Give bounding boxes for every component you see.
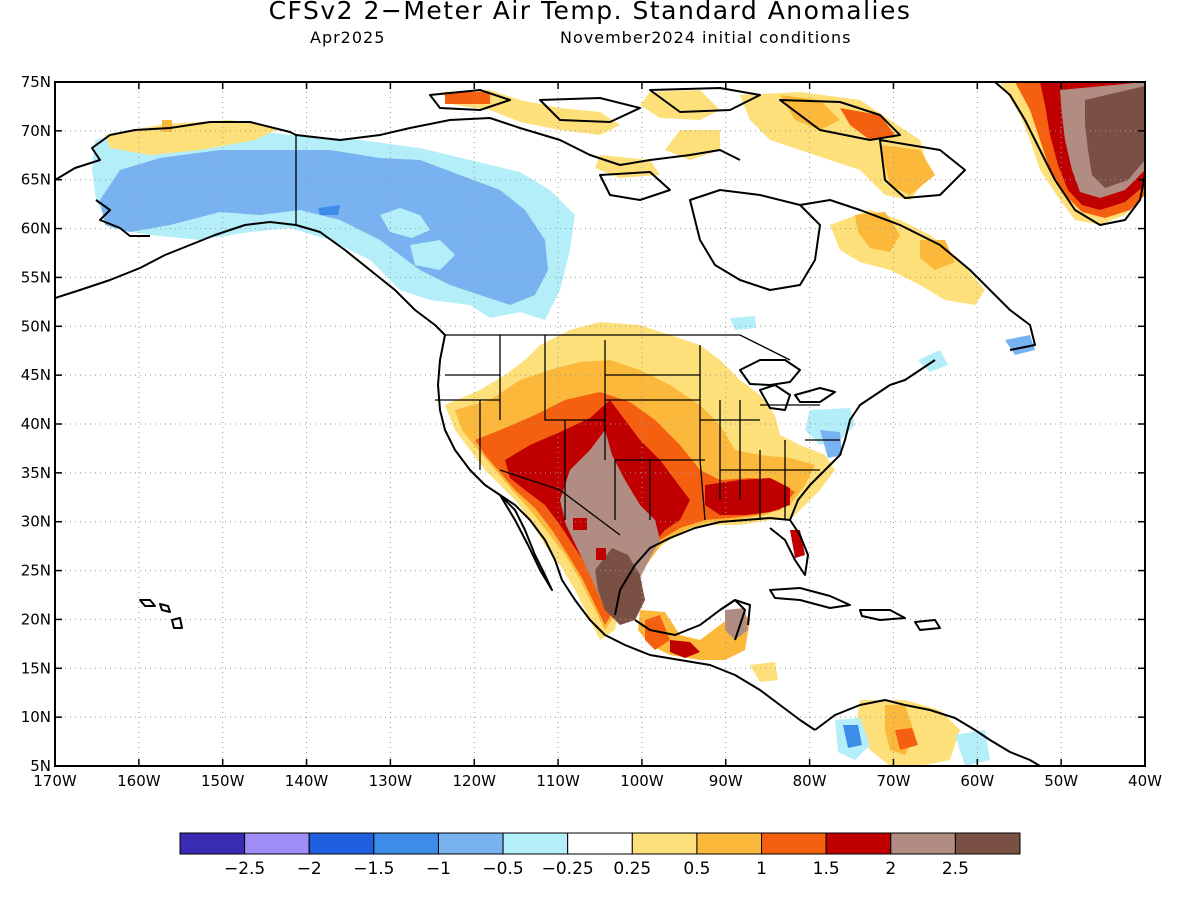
lon-tick-label: 90W xyxy=(709,772,743,790)
colorbar-swatch xyxy=(825,832,892,855)
lat-tick-label: 30N xyxy=(21,513,51,531)
map-title: CFSv2 2−Meter Air Temp. Standard Anomali… xyxy=(268,0,912,25)
lon-tick-label: 40W xyxy=(1128,772,1162,790)
lon-tick-label: 100W xyxy=(620,772,664,790)
colorbar-labels: −2.5 −2 −1.5 −1 −0.5 −0.25 0.25 0.5 1 1.5 2 2.5 xyxy=(224,859,969,879)
colorbar-label: 1.5 xyxy=(813,859,840,879)
anomaly-fields xyxy=(92,82,1145,766)
colorbar-swatch xyxy=(696,832,763,855)
lat-tick-label: 45N xyxy=(21,366,51,384)
colorbar-label: −0.25 xyxy=(542,859,594,879)
forecast-month: Apr2025 xyxy=(310,28,386,47)
lon-tick-label: 130W xyxy=(369,772,413,790)
colorbar-swatch xyxy=(761,832,827,855)
lat-tick-label: 50N xyxy=(21,317,51,335)
colorbar-label: 0.5 xyxy=(683,859,710,879)
lon-tick-label: 120W xyxy=(452,772,496,790)
graticule xyxy=(55,82,1145,766)
colorbar-swatch xyxy=(373,832,439,855)
initial-conditions: November2024 initial conditions xyxy=(560,28,852,47)
colorbar xyxy=(179,832,1021,855)
lat-tick-label: 5N xyxy=(30,757,51,775)
lat-tick-label: 75N xyxy=(21,73,51,91)
lat-tick-label: 40N xyxy=(21,415,51,433)
lat-tick-label: 35N xyxy=(21,464,51,482)
lon-tick-label: 150W xyxy=(201,772,245,790)
lon-tick-label: 70W xyxy=(877,772,911,790)
lat-tick-label: 65N xyxy=(21,171,51,189)
map-plot-area xyxy=(55,82,1145,766)
longitude-labels: 170W 160W 150W 140W 130W 120W 110W 100W 90W 80W 70… xyxy=(33,772,1162,790)
lon-tick-label: 170W xyxy=(33,772,77,790)
colorbar-swatch xyxy=(631,832,698,855)
colorbar-label: 2.5 xyxy=(942,859,969,879)
colorbar-label: 2 xyxy=(885,859,896,879)
lat-tick-label: 10N xyxy=(21,708,51,726)
colorbar-swatch xyxy=(890,832,956,855)
lon-tick-label: 60W xyxy=(960,772,994,790)
lat-tick-label: 55N xyxy=(21,268,51,286)
lat-tick-label: 60N xyxy=(21,220,51,238)
colorbar-label: −2 xyxy=(297,859,322,879)
colorbar-swatch xyxy=(502,832,569,855)
lat-tick-label: 15N xyxy=(21,659,51,677)
axis-ticks xyxy=(54,81,1146,767)
lon-tick-label: 160W xyxy=(117,772,161,790)
colorbar-label: 1 xyxy=(756,859,767,879)
lat-tick-label: 25N xyxy=(21,562,51,580)
colorbar-swatch xyxy=(179,832,246,855)
colorbar-swatch xyxy=(567,832,633,855)
colorbar-swatch xyxy=(308,832,375,855)
colorbar-label: −0.5 xyxy=(482,859,523,879)
colorbar-swatch xyxy=(437,832,504,855)
latitude-labels: 75N 70N 65N 60N 55N 50N 45N 40N 35N 30N 25N 20N 15N 1… xyxy=(21,73,51,775)
colorbar-label: −1.5 xyxy=(353,859,394,879)
colorbar-label: −1 xyxy=(426,859,451,879)
colorbar-label: 0.25 xyxy=(613,859,651,879)
lat-tick-label: 70N xyxy=(21,122,51,140)
lat-tick-label: 20N xyxy=(21,610,51,628)
colorbar-label: −2.5 xyxy=(224,859,265,879)
colorbar-swatch xyxy=(954,832,1021,855)
lon-tick-label: 140W xyxy=(285,772,329,790)
lon-tick-label: 80W xyxy=(793,772,827,790)
lon-tick-label: 50W xyxy=(1044,772,1078,790)
political-borders xyxy=(295,135,840,536)
lon-tick-label: 110W xyxy=(536,772,580,790)
colorbar-swatch xyxy=(244,832,310,855)
coastlines xyxy=(55,82,1145,766)
